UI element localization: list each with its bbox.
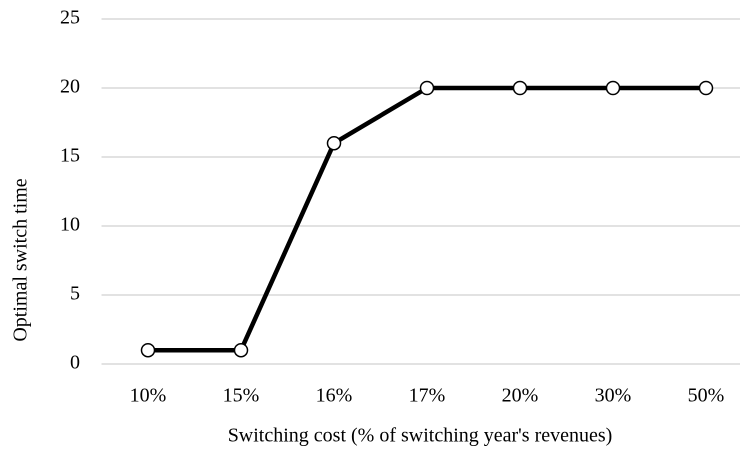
y-tick-label: 0 — [70, 352, 80, 374]
x-tick-label: 15% — [223, 385, 260, 407]
marker — [605, 80, 621, 96]
y-axis-title: Optimal switch time — [10, 178, 32, 341]
x-tick-label: 17% — [409, 385, 446, 407]
marker — [512, 80, 528, 96]
x-tick-label: 20% — [502, 385, 539, 407]
y-tick-label: 5 — [70, 283, 80, 305]
x-tick-label: 10% — [130, 385, 167, 407]
x-tick-label: 50% — [688, 385, 725, 407]
y-tick-label: 25 — [60, 7, 80, 29]
marker — [698, 80, 714, 96]
x-tick-label: 30% — [595, 385, 632, 407]
x-tick-label: 16% — [316, 385, 353, 407]
marker — [233, 342, 249, 358]
y-tick-label: 15 — [60, 145, 80, 167]
y-tick-label: 10 — [60, 214, 80, 236]
marker — [326, 135, 342, 151]
marker — [140, 342, 156, 358]
line — [148, 85, 706, 353]
y-tick-label: 20 — [60, 76, 80, 98]
x-axis-title: Switching cost (% of switching year's re… — [228, 425, 613, 447]
marker — [419, 80, 435, 96]
